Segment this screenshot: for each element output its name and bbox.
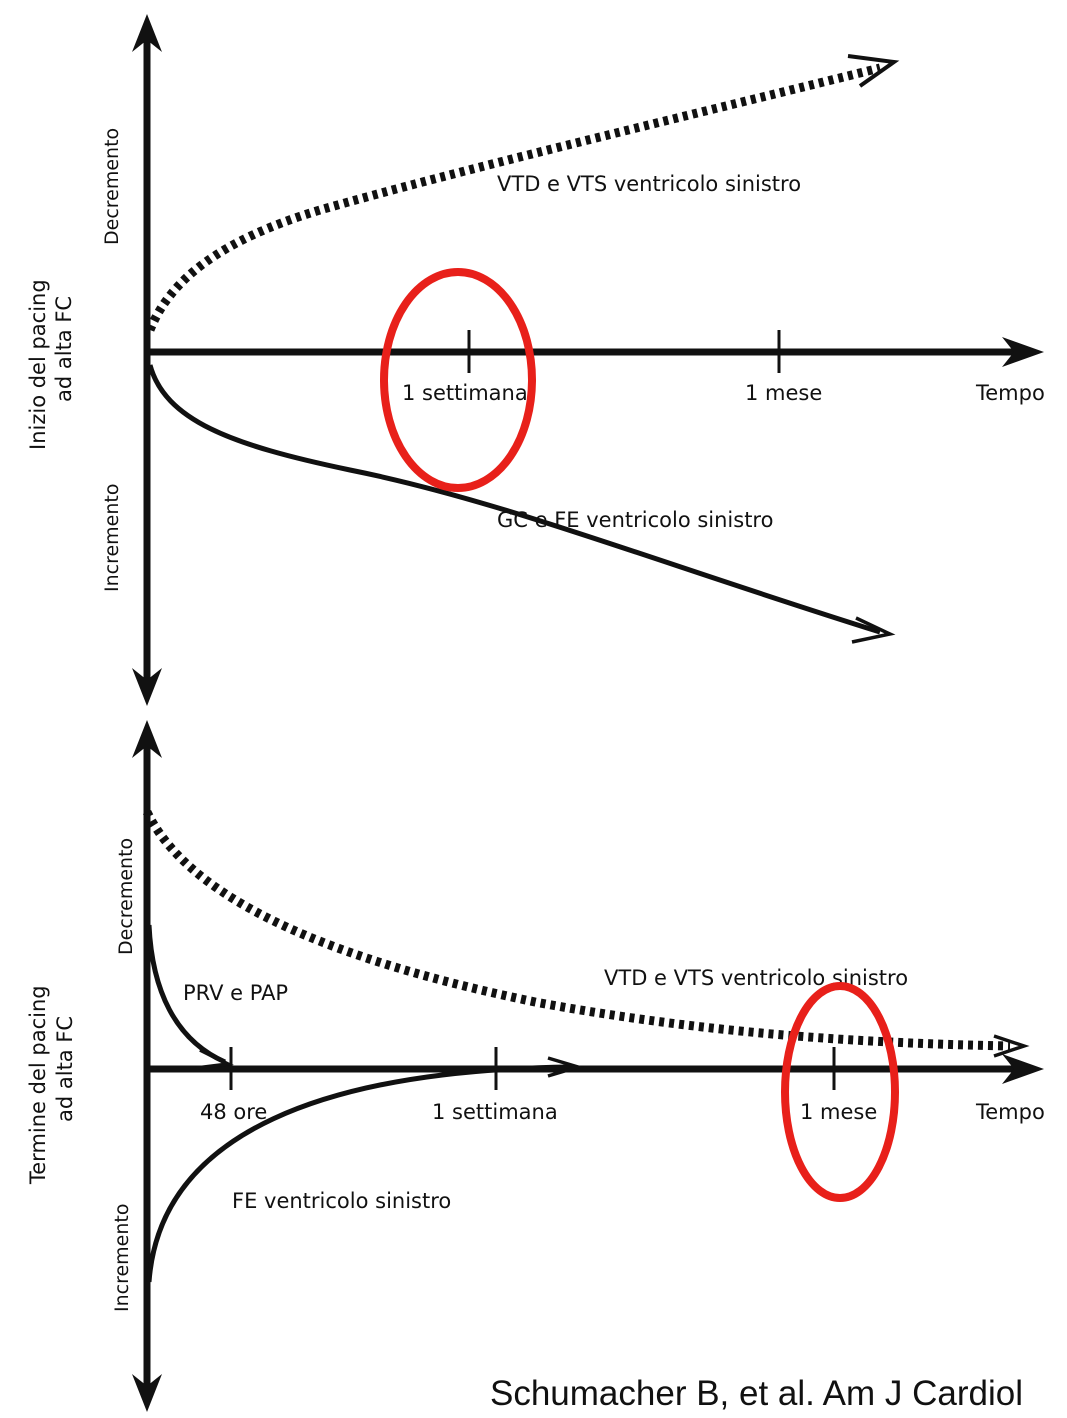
bottom-curve-vtd-vts [142, 810, 1011, 1051]
top-solid-curve-label: GC e FE ventricolo sinistro [497, 508, 773, 532]
top-highlight-ellipse [380, 268, 536, 492]
top-y-axis [132, 14, 162, 706]
top-curve-vtd-vts [145, 63, 882, 332]
bottom-dotted-curve-label: VTD e VTS ventricolo sinistro [604, 966, 908, 990]
bottom-y-label-decremento: Decremento [115, 838, 137, 955]
bottom-x-axis [147, 1047, 1044, 1090]
top-x-axis [147, 330, 1044, 373]
bottom-fe-arrowhead [547, 1056, 585, 1078]
top-tick-label-1-mese: 1 mese [745, 381, 822, 405]
bottom-panel: 48 ore 1 settimana 1 mese Tempo VTD e VT… [26, 720, 1045, 1412]
bottom-fe-curve-label: FE ventricolo sinistro [232, 1189, 451, 1213]
bottom-dotted-arrowhead [993, 1034, 1030, 1058]
top-curve-gc-fe [147, 364, 881, 635]
top-y-label-decremento: Decremento [101, 128, 123, 245]
bottom-tick-label-48-ore: 48 ore [200, 1100, 267, 1124]
top-dotted-arrowhead [847, 54, 900, 88]
top-side-label-line1: Inizio del pacing [26, 279, 50, 450]
bottom-side-label-line1: Termine del pacing [26, 985, 50, 1185]
top-dotted-curve-label: VTD e VTS ventricolo sinistro [497, 172, 801, 196]
bottom-tick-label-1-mese: 1 mese [800, 1100, 877, 1124]
bottom-tick-label-1-settimana: 1 settimana [432, 1100, 558, 1124]
citation: Schumacher B, et al. Am J Cardiol [490, 1374, 1023, 1413]
bottom-x-axis-label: Tempo [975, 1100, 1045, 1124]
top-side-label-line2: ad alta FC [52, 296, 76, 402]
bottom-prv-curve-label: PRV e PAP [183, 981, 288, 1005]
bottom-y-label-incremento: Incremento [111, 1204, 133, 1313]
top-solid-arrowhead [851, 616, 896, 644]
bottom-side-label-line2: ad alta FC [53, 1016, 77, 1122]
top-y-label-incremento: Incremento [101, 484, 123, 593]
bottom-prv-arrowhead [195, 1048, 234, 1070]
top-x-axis-label: Tempo [975, 381, 1045, 405]
top-panel: 1 settimana 1 mese Tempo VTD e VTS ventr… [26, 14, 1045, 706]
bottom-curve-fe [146, 1064, 571, 1283]
top-tick-label-1-settimana: 1 settimana [402, 381, 528, 405]
bottom-highlight-ellipse [781, 982, 899, 1202]
